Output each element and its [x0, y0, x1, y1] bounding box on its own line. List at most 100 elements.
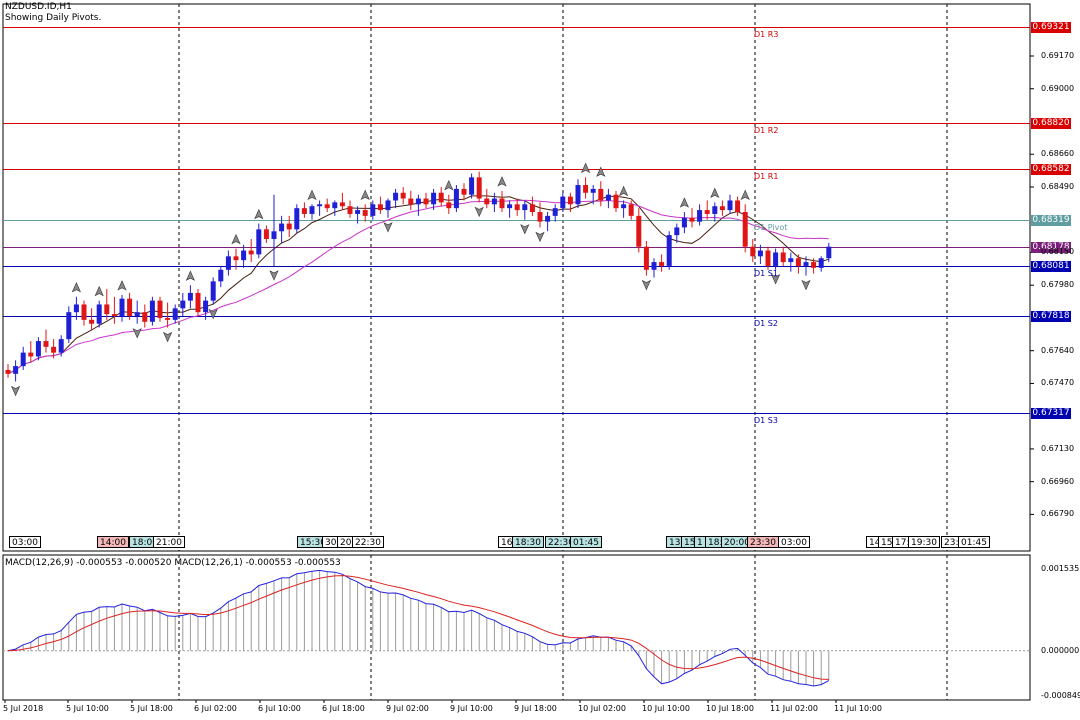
candle-body — [73, 304, 79, 313]
candle — [362, 204, 368, 222]
candle-body — [370, 204, 376, 216]
time-tick-label: 10 Jul 02:00 — [578, 704, 626, 713]
candle-body — [689, 217, 695, 222]
candle — [157, 296, 163, 322]
candle-body — [400, 192, 406, 199]
candle-body — [628, 204, 634, 216]
price-tick-label: 0.69170 — [1041, 51, 1075, 60]
candle — [735, 196, 741, 216]
pivot-name-label: D1 S1 — [754, 268, 778, 278]
pivot-name-label: D1 Pivot — [754, 222, 788, 232]
fractal-down-icon — [801, 279, 811, 291]
candle-body — [659, 262, 665, 266]
candle — [20, 346, 26, 370]
candle — [636, 208, 642, 253]
price-tick-label: 0.67470 — [1041, 378, 1075, 388]
candle — [203, 296, 209, 320]
candle — [89, 308, 95, 330]
candle-body — [560, 196, 566, 209]
candle-body — [119, 298, 125, 317]
candle — [598, 181, 604, 207]
candle-body — [81, 304, 87, 320]
candle — [583, 177, 589, 199]
candle-body — [157, 300, 163, 318]
candle-body — [43, 341, 49, 347]
candle-body — [499, 198, 505, 209]
candle-body — [317, 204, 323, 207]
candle-body — [256, 229, 262, 255]
candle-body — [339, 202, 345, 207]
candle — [111, 296, 117, 324]
candle-body — [469, 177, 475, 195]
macd-pane-border — [2, 554, 1031, 701]
candle-body — [803, 262, 809, 266]
slow-ma-line — [7, 199, 829, 375]
candle-body — [187, 292, 193, 301]
candle — [256, 223, 262, 259]
candle-body — [674, 227, 680, 236]
candle — [560, 192, 566, 213]
time-tick-label: 10 Jul 18:00 — [706, 704, 754, 713]
candle — [271, 194, 277, 266]
candle — [727, 194, 733, 214]
candle-body — [165, 317, 171, 320]
candle-body — [773, 252, 779, 266]
macd-indicator — [3, 569, 1030, 687]
fractal-up-icon — [94, 285, 104, 297]
candle-body — [651, 262, 657, 270]
fractal-up-icon — [679, 197, 690, 208]
fractal-up-icon — [710, 187, 720, 199]
time-marker: 18:00 — [129, 536, 161, 548]
candle-body — [393, 192, 399, 201]
candle — [575, 179, 581, 209]
price-tick-label: 0.66960 — [1041, 476, 1075, 486]
time-tick-label: 6 Jul 10:00 — [258, 704, 301, 713]
price-tick-label: 0.67130 — [1041, 443, 1075, 453]
candle-body — [332, 202, 338, 209]
pivot-subtitle: Showing Daily Pivots. — [5, 13, 102, 23]
pivot-lines — [3, 27, 1034, 515]
candle-body — [301, 208, 307, 214]
candle — [294, 204, 300, 234]
price-tick-label: 0.68490 — [1041, 181, 1075, 191]
candle — [400, 186, 406, 205]
candle-body — [134, 312, 140, 317]
candle-body — [271, 231, 277, 239]
pivot-price-tag: 0.67818 — [1031, 311, 1071, 322]
candle — [780, 246, 786, 266]
pivot-name-label: D1 R2 — [754, 125, 779, 135]
candle-body — [66, 312, 72, 340]
candle — [377, 196, 383, 214]
candle — [393, 188, 399, 209]
candle — [134, 300, 140, 324]
pivot-price-tag: 0.68178 — [1031, 242, 1071, 253]
candle-body — [719, 206, 725, 211]
candle — [704, 200, 710, 220]
candle — [674, 223, 680, 243]
candle — [643, 240, 649, 276]
candle-body — [537, 212, 543, 222]
candle — [355, 206, 361, 224]
candle — [225, 250, 231, 276]
candle — [324, 198, 330, 213]
fractal-up-icon — [117, 280, 127, 291]
candle — [765, 246, 771, 270]
price-tick-label: 0.67980 — [1041, 280, 1075, 290]
candle-body — [195, 292, 201, 313]
chart-frame — [2, 3, 1031, 703]
candle-body — [757, 250, 763, 257]
candle-body — [423, 198, 429, 205]
candle — [35, 337, 41, 361]
candle-body — [5, 369, 11, 374]
candle — [826, 242, 832, 263]
candle-body — [111, 314, 117, 317]
candle — [681, 212, 687, 234]
candle-body — [613, 194, 619, 209]
time-tick-label: 9 Jul 18:00 — [514, 704, 557, 713]
candle-body — [735, 200, 741, 213]
pivot-price-tag: 0.68319 — [1031, 215, 1071, 226]
candle — [453, 185, 459, 213]
candle-body — [233, 256, 239, 261]
candle — [552, 204, 558, 222]
